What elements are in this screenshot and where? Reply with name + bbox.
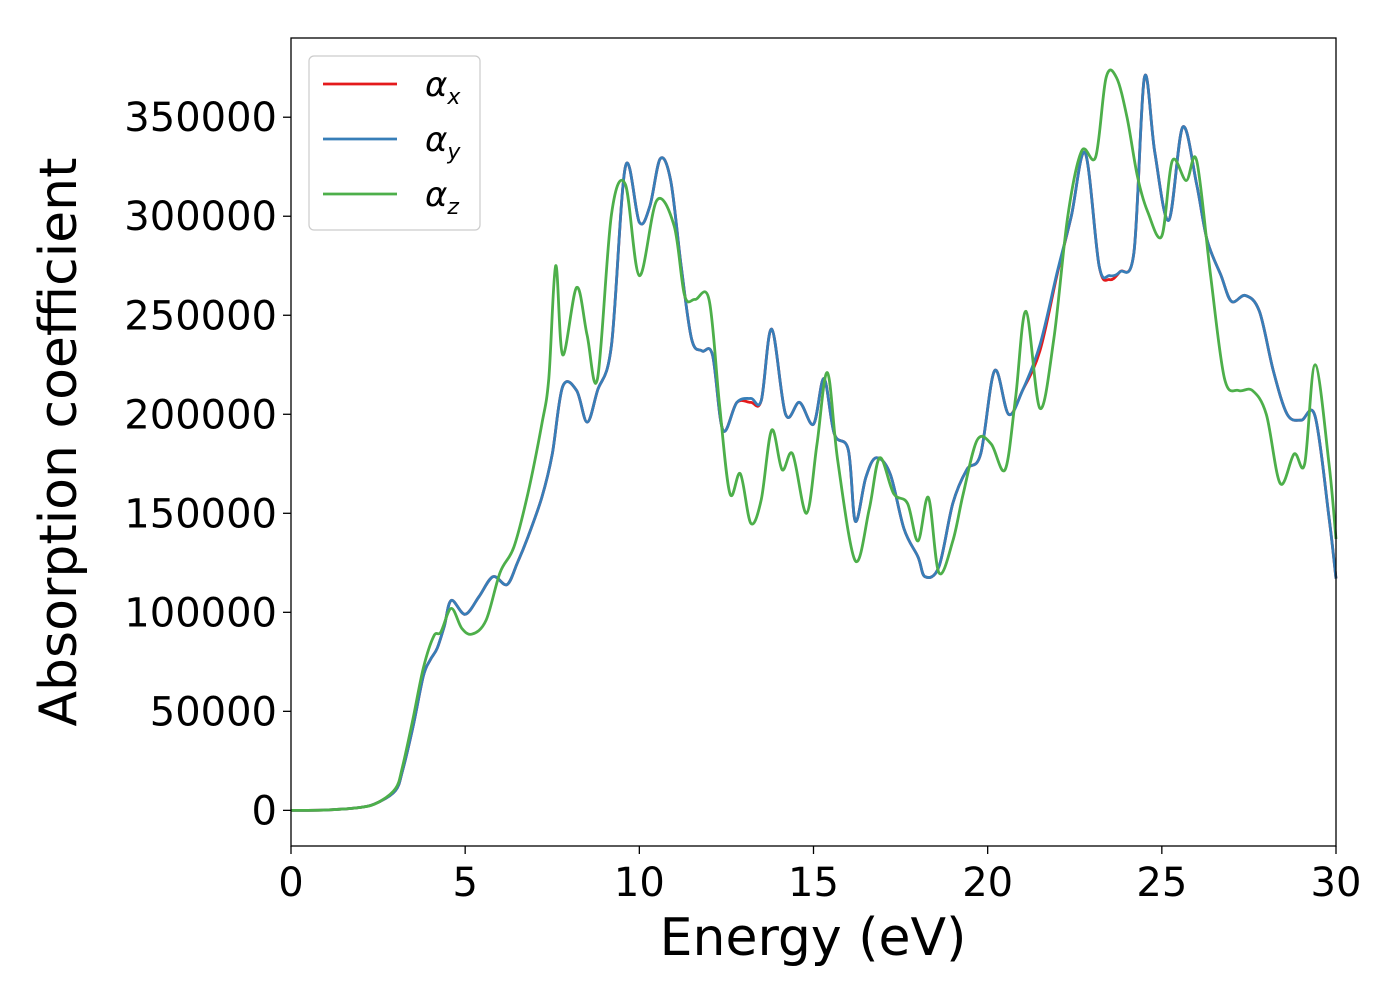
x-axis-title: Energy (eV): [660, 908, 967, 968]
x-axis: 0 5 10 15 20 25 30: [278, 846, 1361, 906]
y-axis: 0 50000 100000 150000 200000 250000 300000 3500…: [124, 95, 291, 834]
y-tick-label: 150000: [124, 491, 277, 537]
x-tick-label: 30: [1311, 860, 1362, 906]
y-tick-label: 200000: [124, 392, 277, 438]
y-tick-label: 350000: [124, 95, 277, 141]
legend-box: [308, 55, 481, 231]
x-tick-label: 5: [452, 860, 477, 906]
series-layer: [290, 68, 1338, 812]
x-tick-label: 15: [788, 860, 839, 906]
y-tick-label: 250000: [124, 293, 277, 339]
y-axis-title: Absorption coefficient: [29, 157, 89, 726]
x-tick-label: 25: [1136, 860, 1187, 906]
y-tick-label: 300000: [124, 194, 277, 240]
x-tick-label: 0: [278, 860, 303, 906]
y-tick-label: 0: [252, 788, 277, 834]
y-tick-label: 100000: [124, 590, 277, 636]
x-tick-label: 20: [962, 860, 1013, 906]
x-tick-label: 10: [614, 860, 665, 906]
series-line-z: [290, 68, 1338, 812]
y-tick-label: 50000: [150, 689, 277, 735]
